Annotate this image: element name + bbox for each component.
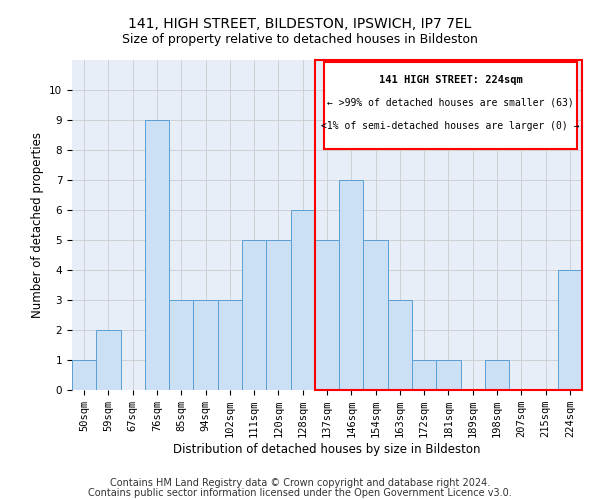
Bar xyxy=(169,300,193,390)
X-axis label: Distribution of detached houses by size in Bildeston: Distribution of detached houses by size … xyxy=(173,443,481,456)
Text: Contains public sector information licensed under the Open Government Licence v3: Contains public sector information licen… xyxy=(88,488,512,498)
Bar xyxy=(96,330,121,390)
Bar xyxy=(436,360,461,390)
Bar xyxy=(315,240,339,390)
Bar xyxy=(193,300,218,390)
Text: <1% of semi-detached houses are larger (0) →: <1% of semi-detached houses are larger (… xyxy=(322,121,580,131)
Bar xyxy=(218,300,242,390)
Bar xyxy=(339,180,364,390)
Text: 141, HIGH STREET, BILDESTON, IPSWICH, IP7 7EL: 141, HIGH STREET, BILDESTON, IPSWICH, IP… xyxy=(128,18,472,32)
FancyBboxPatch shape xyxy=(325,62,577,149)
Bar xyxy=(388,300,412,390)
Bar xyxy=(412,360,436,390)
Text: 141 HIGH STREET: 224sqm: 141 HIGH STREET: 224sqm xyxy=(379,75,523,85)
Bar xyxy=(485,360,509,390)
Bar xyxy=(315,60,582,390)
Text: Size of property relative to detached houses in Bildeston: Size of property relative to detached ho… xyxy=(122,32,478,46)
Bar xyxy=(72,360,96,390)
Bar xyxy=(145,120,169,390)
Bar xyxy=(242,240,266,390)
Text: ← >99% of detached houses are smaller (63): ← >99% of detached houses are smaller (6… xyxy=(328,98,574,108)
Text: Contains HM Land Registry data © Crown copyright and database right 2024.: Contains HM Land Registry data © Crown c… xyxy=(110,478,490,488)
Bar xyxy=(364,240,388,390)
Bar xyxy=(558,270,582,390)
Bar xyxy=(266,240,290,390)
Bar xyxy=(290,210,315,390)
Y-axis label: Number of detached properties: Number of detached properties xyxy=(31,132,44,318)
